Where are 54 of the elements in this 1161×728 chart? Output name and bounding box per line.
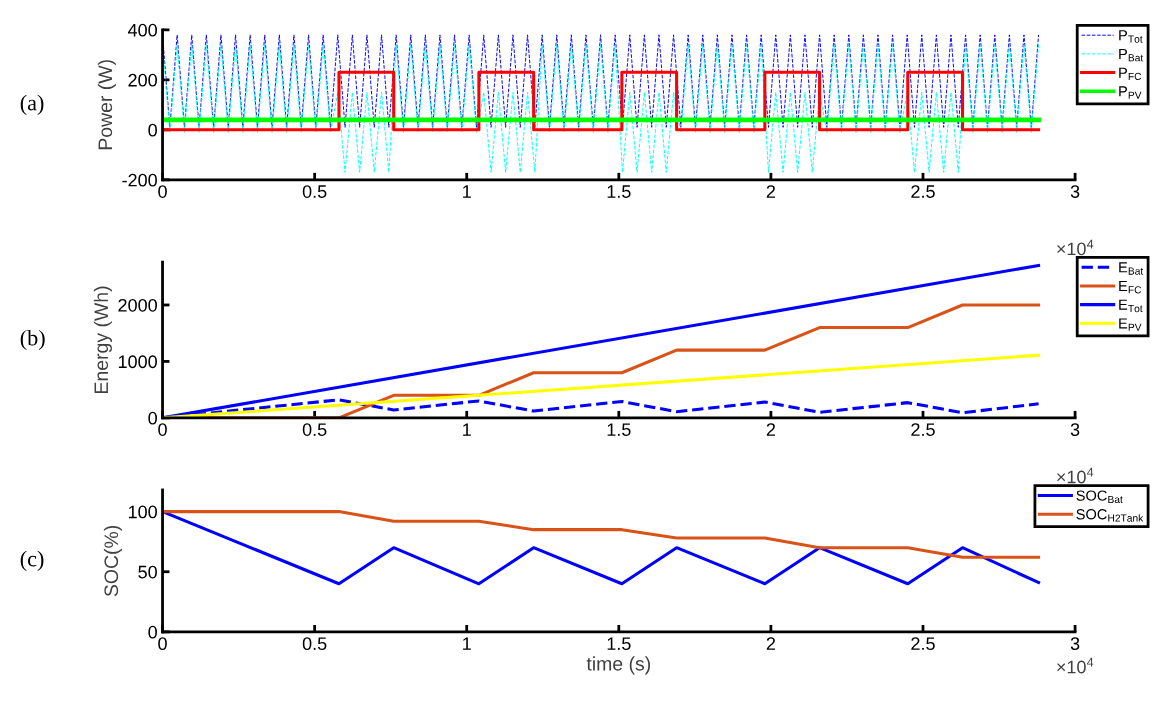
legend-label: SOC$_{Bat}$	[1076, 490, 1123, 504]
text: ×10$^{4}$	[1057, 657, 1094, 674]
x-tick-label: 0.5	[302, 185, 327, 198]
text: (c)	[20, 550, 44, 571]
line-series	[162, 44, 1040, 173]
legend-label: E$_{PV}$	[1119, 318, 1142, 331]
x-tick-label: 2.5	[911, 637, 935, 651]
x-tick-label: 1	[463, 423, 471, 436]
y-tick-label: 0	[148, 411, 157, 425]
x-tick-label: 3	[1070, 423, 1080, 436]
x-tick-label: 1	[463, 637, 471, 650]
x-tick-label: 2	[766, 185, 776, 198]
x-tick-label: 0.5	[302, 423, 327, 436]
x-tick-label: 0.5	[302, 637, 327, 651]
y-axis-title: Power (W)	[97, 60, 116, 150]
x-tick-label: 3	[1070, 185, 1080, 198]
x-tick-label: 1	[463, 185, 471, 198]
y-tick-label: 0	[148, 625, 157, 639]
legend-label: P$_{Tot}$	[1119, 30, 1143, 43]
legend-label: E$_{FC}$	[1119, 280, 1142, 294]
x-tick-label: 3	[1070, 637, 1080, 651]
x-tick-label: 2	[766, 423, 776, 436]
y-axis-title: SOC(%)	[103, 525, 122, 597]
y-tick-label: 200	[128, 73, 157, 87]
legend-label: E$_{Tot}$	[1119, 299, 1143, 313]
text: ×10$^{4}$	[1057, 467, 1094, 484]
y-tick-label: 2000	[118, 298, 157, 312]
y-tick-label: -200	[122, 173, 157, 187]
x-tick-label: 2.5	[911, 423, 935, 436]
y-tick-label: 400	[127, 23, 157, 37]
x-tick-label: 1.5	[607, 185, 631, 198]
legend-label: SOC$_{H2Tank}$	[1076, 509, 1144, 522]
y-tick-label: 50	[138, 565, 157, 579]
x-tick-label: 2	[766, 637, 776, 650]
legend-label: P$_{PV}$	[1119, 86, 1142, 99]
x-tick-label: 1.5	[607, 637, 631, 651]
y-tick-label: 0	[148, 123, 157, 137]
x-tick-label: 2.5	[911, 185, 935, 198]
x-tick-label: 0	[158, 423, 167, 436]
line-series	[162, 510, 1041, 559]
x-tick-label: 1.5	[607, 423, 631, 436]
y-tick-label: 1000	[118, 355, 157, 369]
legend-label: E$_{Bat}$	[1119, 262, 1144, 275]
legend-label: P$_{FC}$	[1119, 67, 1142, 81]
y-axis-title: Energy (Wh)	[93, 286, 112, 393]
y-tick-label: 100	[128, 505, 157, 519]
text: (a)	[20, 94, 44, 115]
x-tick-label: 0	[158, 185, 167, 198]
text: ×10$^{4}$	[1057, 239, 1094, 256]
x-axis-title: time (s)	[586, 656, 651, 675]
text: (b)	[20, 329, 45, 351]
x-tick-label: 0	[158, 637, 167, 651]
legend-label: P$_{Bat}$	[1119, 48, 1144, 62]
line-series	[162, 510, 1041, 586]
